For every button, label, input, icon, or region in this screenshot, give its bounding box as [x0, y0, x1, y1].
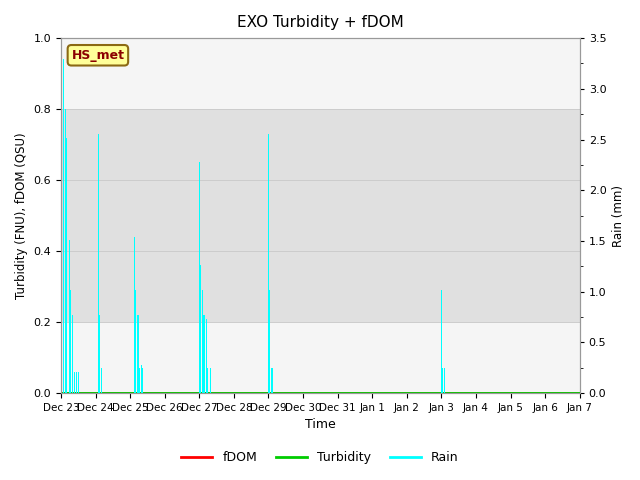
Bar [76, 372, 77, 393]
Bar [70, 290, 71, 393]
Bar [442, 368, 443, 393]
Bar [268, 134, 269, 393]
Bar [67, 162, 68, 393]
Bar [69, 240, 70, 393]
Y-axis label: Rain (mm): Rain (mm) [612, 185, 625, 247]
Bar [65, 109, 66, 393]
Bar [138, 315, 139, 393]
Bar [444, 368, 445, 393]
Bar [207, 368, 208, 393]
Bar [271, 368, 272, 393]
Title: EXO Turbidity + fDOM: EXO Turbidity + fDOM [237, 15, 404, 30]
Bar [134, 237, 135, 393]
Legend: fDOM, Turbidity, Rain: fDOM, Turbidity, Rain [176, 446, 464, 469]
Bar [272, 368, 273, 393]
Bar [206, 319, 207, 393]
Bar [135, 290, 136, 393]
Bar [441, 290, 442, 393]
Bar [132, 212, 133, 393]
Bar [99, 315, 100, 393]
Bar [137, 315, 138, 393]
Bar [63, 60, 64, 393]
Bar [98, 134, 99, 393]
Bar [199, 162, 200, 393]
Bar [269, 290, 270, 393]
Bar [142, 368, 143, 393]
Bar [66, 137, 67, 393]
X-axis label: Time: Time [305, 419, 336, 432]
Y-axis label: Turbidity (FNU), fDOM (QSU): Turbidity (FNU), fDOM (QSU) [15, 132, 28, 299]
Bar [200, 265, 201, 393]
Text: HS_met: HS_met [72, 49, 124, 62]
Bar [78, 372, 79, 393]
Bar [204, 315, 205, 393]
Bar [61, 109, 580, 322]
Bar [100, 368, 102, 393]
Bar [210, 368, 211, 393]
Bar [203, 315, 204, 393]
Bar [74, 372, 75, 393]
